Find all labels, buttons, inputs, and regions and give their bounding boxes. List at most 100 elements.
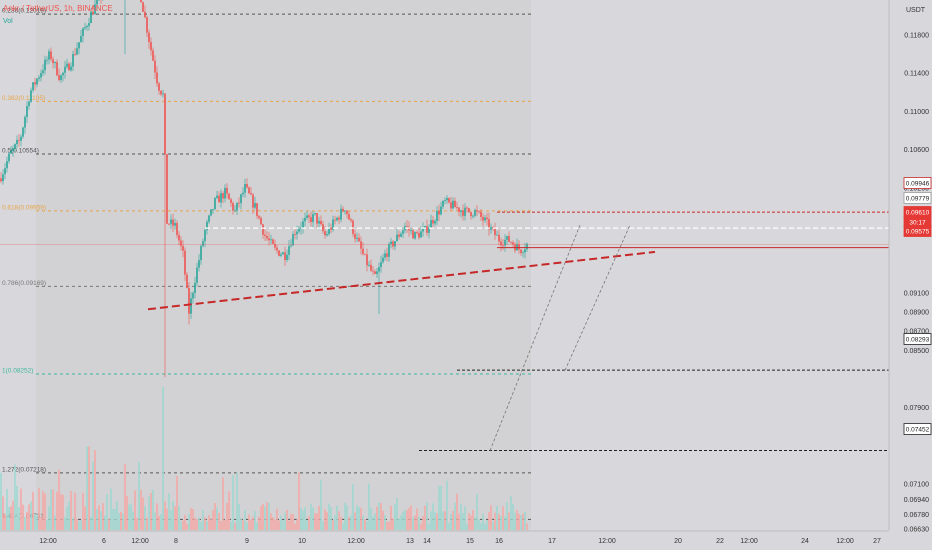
volume-bar xyxy=(510,496,512,530)
candle-body xyxy=(388,244,390,257)
candle-body xyxy=(496,234,498,236)
candle-body xyxy=(46,59,48,61)
candle-body xyxy=(354,233,356,239)
candle-body xyxy=(214,198,216,210)
fib-retracement[interactable]: 0.236(0.12019) 0.382(0.11105) 0.5(0.10554)… xyxy=(2,8,531,520)
fib-label-5: 1(0.08252) xyxy=(2,368,33,375)
price-badge-box-6 xyxy=(903,423,932,435)
volume-bar xyxy=(216,507,218,530)
volume-bar xyxy=(152,489,154,530)
candle-body xyxy=(304,217,306,222)
candle-body xyxy=(186,274,188,288)
time-tick-16: 24 xyxy=(801,538,809,545)
candle-body xyxy=(476,210,478,212)
candle-body xyxy=(0,178,2,182)
volume-bar xyxy=(414,515,416,530)
candle-body xyxy=(296,231,298,235)
candle-body xyxy=(422,228,424,232)
price-tick-0: 0.11800 xyxy=(904,33,929,40)
volume-bar xyxy=(78,520,80,530)
volume-bar xyxy=(416,508,418,530)
volume-bar xyxy=(104,515,106,530)
candle-body xyxy=(338,217,340,220)
volume-bar xyxy=(366,521,368,530)
volume-bar xyxy=(278,520,280,530)
volume-bar xyxy=(116,501,118,530)
price-badge-box-1 xyxy=(903,192,932,204)
candle-body xyxy=(518,243,520,250)
candle-body xyxy=(312,214,314,223)
currency-label: USDT xyxy=(906,7,926,14)
candle-body xyxy=(286,254,288,261)
volume-bar xyxy=(358,507,360,530)
drawings[interactable] xyxy=(147,224,656,451)
volume-bar xyxy=(378,502,380,530)
candle-body xyxy=(382,257,384,263)
price-badge-6: 0.07452 xyxy=(906,427,930,434)
volume-bar xyxy=(148,496,150,530)
candle-body xyxy=(166,154,168,224)
volume-bar xyxy=(480,522,482,530)
candle-body xyxy=(184,250,186,275)
candle-body xyxy=(202,241,204,247)
volume-bar xyxy=(156,503,158,530)
volume-bar xyxy=(90,516,92,530)
candle-body xyxy=(52,59,54,64)
volume-bar xyxy=(206,521,208,530)
volume-bar xyxy=(310,503,312,530)
volume-bar xyxy=(62,494,64,530)
time-tick-7: 13 xyxy=(406,538,414,545)
time-axis-panel[interactable] xyxy=(0,531,889,550)
volume-bar xyxy=(126,495,128,530)
volume-bar xyxy=(500,515,502,530)
price-tick-6: 0.08900 xyxy=(904,310,929,317)
volume-bar xyxy=(36,515,38,530)
volume-bar xyxy=(492,521,494,530)
candle-body xyxy=(406,226,408,227)
volume-bar xyxy=(422,516,424,530)
candle-body xyxy=(416,232,418,233)
horizontal-levels[interactable] xyxy=(0,211,889,451)
volume-bar xyxy=(398,518,400,530)
volume-bar xyxy=(94,450,96,530)
price-badge-2: 0.09610 xyxy=(906,210,930,217)
candle-body xyxy=(376,271,378,274)
candle-body xyxy=(216,195,218,199)
candle-body xyxy=(444,200,446,201)
volume-bar xyxy=(174,506,176,530)
volume-bar xyxy=(484,523,486,530)
candle-body xyxy=(520,249,522,254)
candle-body xyxy=(92,11,94,15)
fib-zone xyxy=(36,0,531,531)
time-tick-8: 14 xyxy=(423,538,431,545)
time-tick-3: 8 xyxy=(174,538,178,545)
volume-bar xyxy=(46,520,48,530)
candle-body xyxy=(142,2,144,12)
price-axis-panel[interactable] xyxy=(889,0,932,550)
volume-bar xyxy=(292,514,294,530)
volume-bar xyxy=(438,486,440,530)
candle-body xyxy=(508,236,510,242)
candle-body xyxy=(2,174,4,182)
volume-bar xyxy=(194,517,196,530)
candle-body xyxy=(270,239,272,241)
candle-body xyxy=(248,187,250,194)
volume-bar xyxy=(14,464,16,530)
volume-bar xyxy=(506,502,508,530)
volume-bar xyxy=(182,520,184,530)
candle-body xyxy=(236,202,238,211)
price-badge-0: 0.09946 xyxy=(906,181,930,188)
candle-body xyxy=(346,210,348,215)
volume-bar xyxy=(430,511,432,530)
candle-body xyxy=(302,221,304,228)
price-badge-box-4 xyxy=(903,225,932,237)
volume-bar xyxy=(502,506,504,530)
volume-bar xyxy=(130,503,132,530)
volume-bar xyxy=(10,506,12,530)
candle-body xyxy=(48,51,50,60)
candle-body xyxy=(266,235,268,239)
volume-bar xyxy=(64,516,66,530)
volume-bar xyxy=(34,513,36,530)
volume-bar xyxy=(180,521,182,530)
